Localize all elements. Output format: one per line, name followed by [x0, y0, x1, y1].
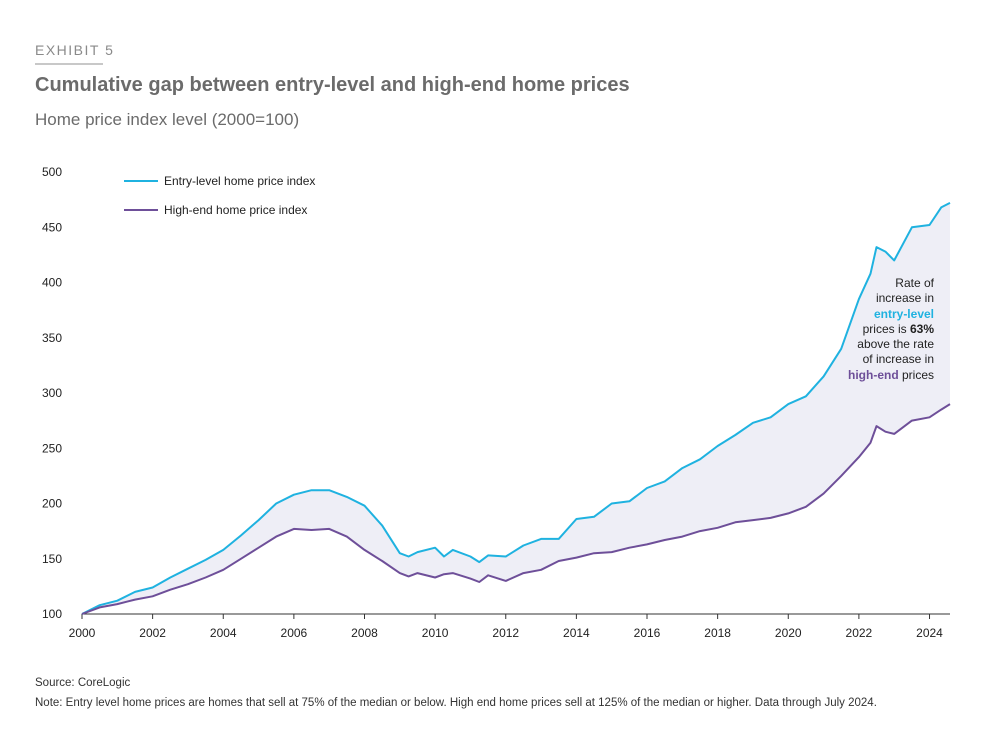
x-tick-label: 2012 — [492, 626, 519, 640]
high-end-line — [81, 403, 951, 615]
x-tick-label: 2004 — [210, 626, 237, 640]
chart-subtitle: Home price index level (2000=100) — [35, 110, 300, 129]
y-tick-label: 450 — [42, 220, 62, 234]
annotation-high-word: high-end — [848, 367, 899, 382]
entry-level-line — [81, 202, 951, 615]
x-tick-label: 2006 — [281, 626, 308, 640]
x-tick-label: 2016 — [634, 626, 661, 640]
x-tick-label: 2014 — [563, 626, 590, 640]
annotation-line-5: above the rate — [857, 337, 934, 352]
y-tick-label: 200 — [42, 497, 62, 511]
x-tick-label: 2024 — [916, 626, 943, 640]
exhibit-underline — [35, 63, 103, 65]
exhibit-label: EXHIBIT 5 — [35, 42, 115, 58]
annotation-line-7: high-end prices — [774, 368, 934, 383]
y-tick-label: 250 — [42, 441, 62, 455]
x-tick-label: 2002 — [139, 626, 166, 640]
annotation-line-2: increase in — [875, 291, 934, 306]
source-text: Source: CoreLogic — [35, 677, 131, 689]
annotation-suffix: prices — [898, 367, 934, 382]
annotation-prefix: prices is — [862, 321, 910, 336]
axes-layer: 100 150 200 250 300 350 400 450 500 2000 2002 2004 2… — [42, 165, 950, 640]
annotation-entry-word: entry-level — [873, 306, 934, 321]
annotation-percent: 63% — [909, 321, 934, 336]
y-tick-label: 400 — [42, 276, 62, 290]
legend-layer: Entry-level home price index High-end hom… — [124, 174, 315, 217]
gap-area — [82, 202, 950, 614]
annotation-line-6: of increase in — [862, 352, 934, 367]
rate-annotation: Rate of increase in entry-level prices i… — [774, 276, 934, 383]
y-tick-label: 100 — [42, 607, 62, 621]
x-tick-label: 2020 — [775, 626, 802, 640]
y-tick-label: 150 — [42, 552, 62, 566]
x-tick-label: 2008 — [351, 626, 378, 640]
legend-high-end-label: High-end home price index — [164, 203, 307, 217]
note-text: Note: Entry level home prices are homes … — [35, 697, 877, 709]
x-tick-label: 2000 — [69, 626, 96, 640]
chart-title: Cumulative gap between entry-level and h… — [35, 74, 630, 96]
x-tick-label: 2018 — [704, 626, 731, 640]
annotation-line-4: prices is 63% — [774, 322, 934, 337]
annotation-line-1: Rate of — [895, 276, 934, 290]
y-tick-label: 500 — [42, 165, 62, 179]
x-tick-label: 2022 — [846, 626, 873, 640]
x-tick-label: 2010 — [422, 626, 449, 640]
y-tick-label: 300 — [42, 386, 62, 400]
gap-area-layer — [82, 202, 950, 614]
series-layer — [81, 202, 951, 615]
line-chart: 100 150 200 250 300 350 400 450 500 2000 2002 2004 2… — [42, 165, 951, 640]
legend-entry-level-label: Entry-level home price index — [164, 174, 315, 188]
y-tick-label: 350 — [42, 331, 62, 345]
